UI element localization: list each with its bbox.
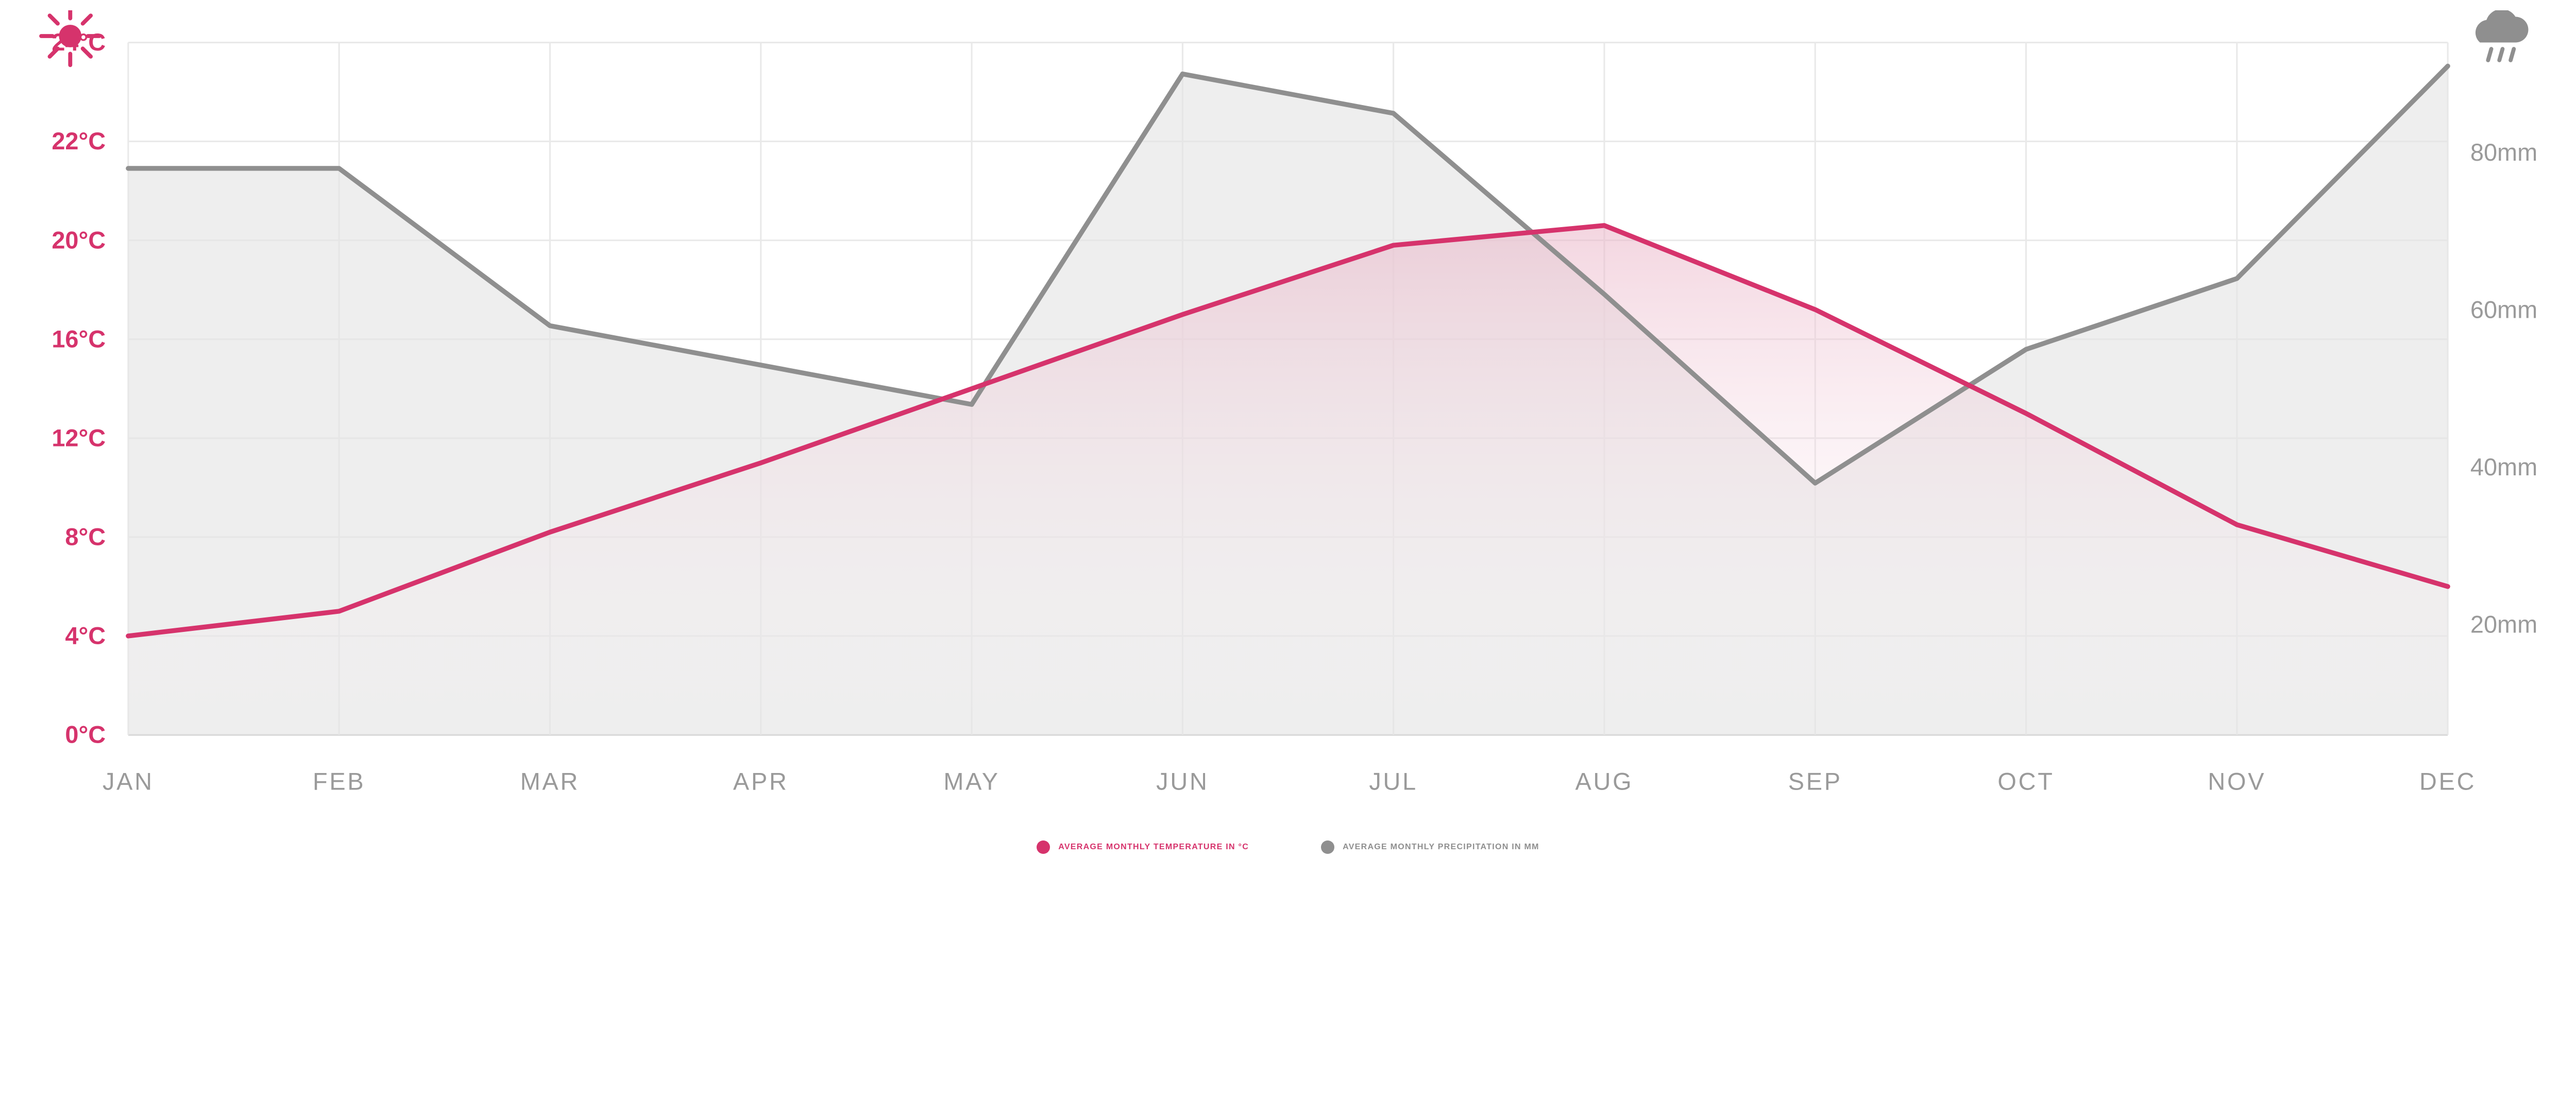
svg-text:60mm: 60mm <box>2470 297 2537 323</box>
svg-text:JAN: JAN <box>103 768 154 795</box>
svg-text:NOV: NOV <box>2208 768 2266 795</box>
sun-icon <box>41 10 99 65</box>
svg-text:MAY: MAY <box>943 768 999 795</box>
svg-text:FEB: FEB <box>313 768 365 795</box>
legend-item-temperature: AVERAGE MONTHLY TEMPERATURE IN °C <box>1037 840 1249 854</box>
svg-text:MAR: MAR <box>520 768 580 795</box>
legend-marker-precipitation <box>1321 840 1334 854</box>
svg-text:20°C: 20°C <box>52 227 106 253</box>
svg-text:SEP: SEP <box>1788 768 1842 795</box>
svg-text:8°C: 8°C <box>65 523 106 550</box>
svg-text:4°C: 4°C <box>65 623 106 649</box>
svg-text:80mm: 80mm <box>2470 139 2537 166</box>
legend-marker-temperature <box>1037 840 1050 854</box>
rain-cloud-icon <box>2476 10 2529 60</box>
chart-canvas: 0°C4°C8°C12°C16°C20°C22°C24°C20mm40mm60m… <box>15 10 2561 825</box>
legend-item-precipitation: AVERAGE MONTHLY PRECIPITATION IN MM <box>1321 840 1539 854</box>
svg-text:JUL: JUL <box>1369 768 1418 795</box>
svg-text:JUN: JUN <box>1156 768 1209 795</box>
legend-label-precipitation: AVERAGE MONTHLY PRECIPITATION IN MM <box>1343 843 1539 852</box>
svg-text:12°C: 12°C <box>52 424 106 451</box>
svg-text:0°C: 0°C <box>65 722 106 748</box>
svg-text:DEC: DEC <box>2419 768 2476 795</box>
svg-text:OCT: OCT <box>1997 768 2054 795</box>
svg-text:APR: APR <box>733 768 789 795</box>
svg-text:AUG: AUG <box>1575 768 1634 795</box>
svg-text:20mm: 20mm <box>2470 611 2537 638</box>
svg-text:16°C: 16°C <box>52 325 106 352</box>
svg-text:40mm: 40mm <box>2470 454 2537 480</box>
climate-chart: 0°C4°C8°C12°C16°C20°C22°C24°C20mm40mm60m… <box>15 10 2561 825</box>
legend: AVERAGE MONTHLY TEMPERATURE IN °C AVERAG… <box>15 840 2561 854</box>
svg-text:22°C: 22°C <box>52 128 106 154</box>
legend-label-temperature: AVERAGE MONTHLY TEMPERATURE IN °C <box>1058 843 1249 852</box>
